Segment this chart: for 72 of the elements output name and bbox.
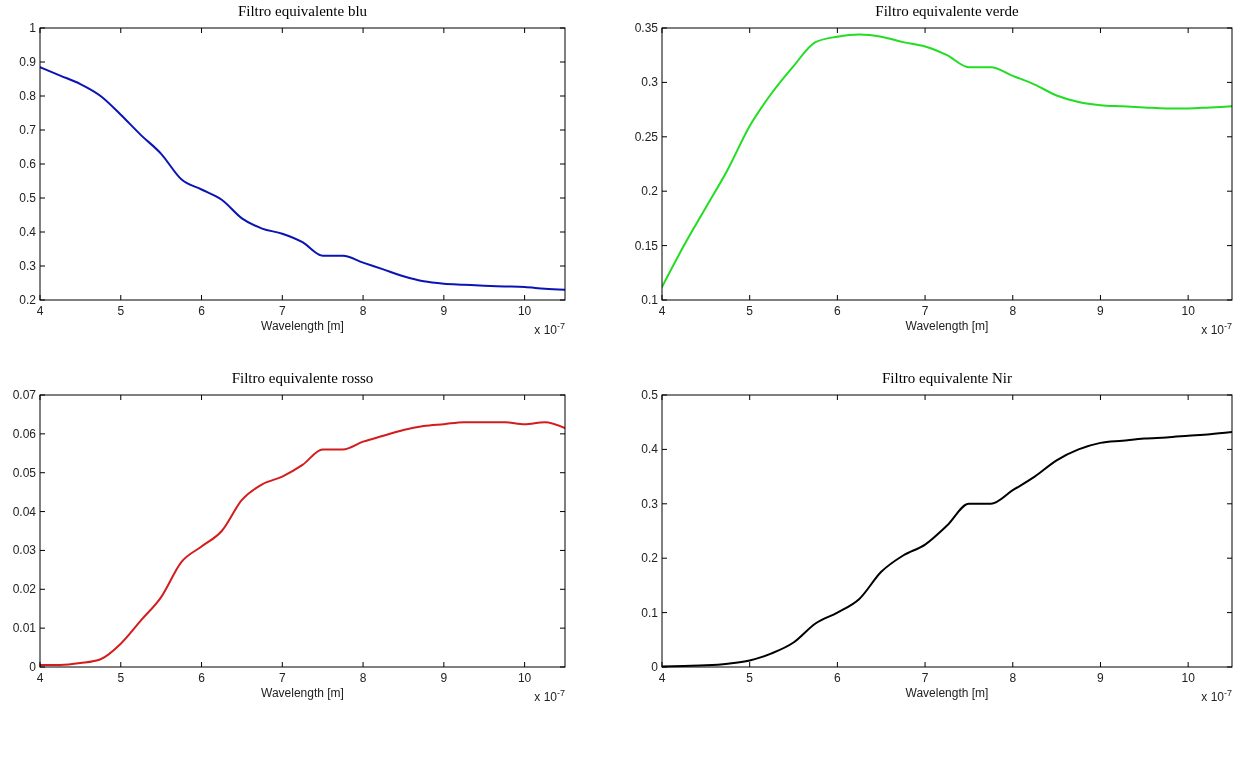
y-tick-label: 0.05 — [12, 465, 37, 480]
x-tick-label: 6 — [198, 671, 206, 685]
y-tick-label: 0.2 — [19, 293, 37, 307]
x-tick-label: 7 — [921, 304, 929, 318]
line-series — [40, 66, 565, 291]
text: x 10$^{-7}$ — [1201, 688, 1232, 704]
y-tick-label: 0.5 — [641, 388, 659, 402]
y-tick-label: 0.2 — [641, 551, 659, 566]
x-tick-label: 9 — [1097, 671, 1105, 685]
y-tick-label: 0.9 — [19, 55, 37, 69]
x-tick-label: 4 — [658, 671, 666, 685]
y-tick-label: 0.02 — [12, 582, 37, 597]
x-tick-label: 8 — [1009, 304, 1017, 318]
x-tick-label: 6 — [834, 304, 842, 318]
y-tick-label: 0.1 — [641, 293, 659, 307]
x-tick-label: 7 — [921, 671, 929, 685]
y-tick-label: 0.3 — [641, 75, 659, 90]
line-series — [40, 421, 565, 667]
chart-title: Filtro equivalente Nir — [882, 370, 1012, 386]
x-axis-title: Wavelength [m] — [261, 686, 344, 700]
y-tick-label: 0.04 — [12, 504, 37, 519]
x-axis-title: Wavelength [m] — [261, 319, 344, 333]
x-tick-label: 5 — [117, 671, 125, 685]
y-tick-label: 0.01 — [12, 621, 37, 636]
x-tick-label: 4 — [36, 304, 44, 318]
text: x 10$^{-7}$ — [534, 321, 565, 337]
y-tick-label: 0.7 — [19, 123, 37, 137]
x-tick-label: 8 — [1009, 671, 1017, 685]
y-tick-label: 0.5 — [19, 191, 37, 205]
x-tick-label: 5 — [746, 304, 754, 318]
x-tick-label: 7 — [278, 304, 286, 318]
text: x 10$^{-7}$ — [1201, 321, 1232, 337]
y-tick-label: 0.4 — [19, 225, 37, 239]
x-tick-label: 10 — [517, 304, 532, 318]
x-tick-label: 5 — [746, 671, 754, 685]
x-tick-label: 6 — [834, 671, 842, 685]
x-tick-label: 6 — [198, 304, 206, 318]
y-tick-label: 0.8 — [19, 89, 37, 103]
y-tick-label: 0 — [29, 660, 37, 674]
x-tick-label: 4 — [36, 671, 44, 685]
x-tick-label: 10 — [1181, 304, 1196, 318]
x-tick-label: 10 — [517, 671, 532, 685]
y-tick-label: 0.4 — [641, 442, 659, 457]
x-tick-label: 9 — [440, 304, 448, 318]
y-tick-label: 0.06 — [12, 426, 37, 441]
x-axis-title: Wavelength [m] — [905, 319, 989, 333]
chart-title: Filtro equivalente blu — [237, 3, 368, 19]
x-tick-label: 10 — [1181, 671, 1196, 685]
x-tick-label: 8 — [359, 671, 367, 685]
line-series — [662, 33, 1232, 288]
x-tick-label: 5 — [117, 304, 125, 318]
y-tick-label: 0.1 — [641, 605, 659, 620]
y-tick-label: 0.2 — [641, 184, 659, 199]
y-tick-label: 0.3 — [641, 496, 659, 511]
x-tick-label: 8 — [359, 304, 367, 318]
chart-title: Filtro equivalente verde — [875, 3, 1019, 19]
y-tick-label: 0.07 — [12, 388, 37, 402]
x-tick-label: 7 — [278, 671, 286, 685]
y-tick-label: 0.25 — [634, 129, 659, 144]
x-tick-label: 9 — [1097, 304, 1105, 318]
text: x 10$^{-7}$ — [534, 688, 565, 704]
y-tick-label: 0.03 — [12, 543, 37, 558]
y-tick-label: 0.3 — [19, 259, 37, 273]
x-tick-label: 4 — [658, 304, 666, 318]
chart-title: Filtro equivalente rosso — [231, 370, 374, 386]
x-tick-label: 9 — [440, 671, 448, 685]
y-tick-label: 0.6 — [19, 157, 37, 171]
y-tick-label: 0.15 — [634, 238, 659, 253]
x-axis-title: Wavelength [m] — [905, 686, 989, 700]
y-tick-label: 0 — [651, 660, 659, 674]
y-tick-label: 0.35 — [634, 21, 659, 35]
y-tick-label: 1 — [29, 21, 37, 35]
